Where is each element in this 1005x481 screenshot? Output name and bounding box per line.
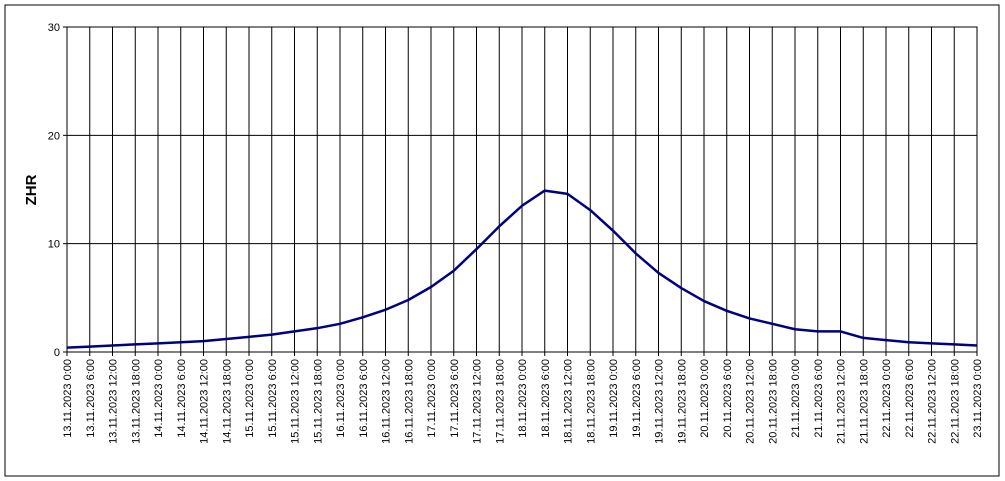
x-tick-label: 21.11.2023 6:00 bbox=[813, 359, 825, 438]
x-tick-label: 21.11.2023 12:00 bbox=[836, 359, 848, 444]
y-tick-label: 10 bbox=[48, 239, 60, 251]
x-tick-label: 16.11.2023 18:00 bbox=[403, 359, 415, 444]
x-tick-label: 15.11.2023 18:00 bbox=[312, 359, 324, 444]
y-tick-label: 20 bbox=[48, 130, 60, 142]
x-tick-label: 22.11.2023 6:00 bbox=[904, 359, 916, 438]
x-tick-label: 14.11.2023 0:00 bbox=[153, 359, 165, 438]
x-tick-label: 19.11.2023 0:00 bbox=[608, 359, 620, 438]
x-tick-label: 17.11.2023 6:00 bbox=[449, 359, 461, 438]
x-tick-label: 19.11.2023 12:00 bbox=[654, 359, 666, 444]
x-tick-label: 20.11.2023 6:00 bbox=[722, 359, 734, 438]
x-tick-label: 18.11.2023 12:00 bbox=[563, 359, 575, 444]
x-tick-label: 21.11.2023 0:00 bbox=[790, 359, 802, 438]
x-tick-label: 20.11.2023 0:00 bbox=[699, 359, 711, 438]
x-tick-label: 17.11.2023 0:00 bbox=[426, 359, 438, 438]
x-tick-label: 22.11.2023 18:00 bbox=[949, 359, 961, 444]
x-tick-label: 16.11.2023 6:00 bbox=[358, 359, 370, 438]
y-axis-label: ZHR bbox=[23, 174, 40, 205]
x-tick-label: 16.11.2023 0:00 bbox=[335, 359, 347, 438]
x-tick-label: 15.11.2023 12:00 bbox=[290, 359, 302, 444]
x-tick-label: 18.11.2023 0:00 bbox=[517, 359, 529, 438]
x-tick-label: 23.11.2023 0:00 bbox=[972, 359, 984, 438]
x-tick-label: 13.11.2023 18:00 bbox=[130, 359, 142, 444]
x-tick-label: 18.11.2023 18:00 bbox=[585, 359, 597, 444]
x-tick-label: 14.11.2023 12:00 bbox=[199, 359, 211, 444]
x-tick-label: 14.11.2023 18:00 bbox=[221, 359, 233, 444]
y-tick-label: 0 bbox=[54, 347, 60, 359]
x-tick-label: 19.11.2023 6:00 bbox=[631, 359, 643, 438]
x-tick-label: 16.11.2023 12:00 bbox=[381, 359, 393, 444]
x-tick-label: 14.11.2023 6:00 bbox=[176, 359, 188, 438]
x-tick-label: 15.11.2023 0:00 bbox=[244, 359, 256, 438]
x-tick-label: 13.11.2023 12:00 bbox=[108, 359, 120, 444]
y-tick-label: 30 bbox=[48, 22, 60, 34]
x-tick-label: 20.11.2023 18:00 bbox=[767, 359, 779, 444]
x-tick-label: 20.11.2023 12:00 bbox=[745, 359, 757, 444]
x-tick-label: 13.11.2023 0:00 bbox=[62, 359, 74, 438]
x-tick-label: 13.11.2023 6:00 bbox=[85, 359, 97, 438]
x-tick-label: 19.11.2023 18:00 bbox=[676, 359, 688, 444]
x-tick-label: 22.11.2023 12:00 bbox=[927, 359, 939, 444]
x-tick-label: 15.11.2023 6:00 bbox=[267, 359, 279, 438]
data-line bbox=[66, 189, 978, 349]
x-tick-label: 17.11.2023 18:00 bbox=[494, 359, 506, 444]
x-tick-label: 17.11.2023 12:00 bbox=[472, 359, 484, 444]
x-tick-label: 18.11.2023 6:00 bbox=[540, 359, 552, 438]
x-tick-label: 22.11.2023 0:00 bbox=[881, 359, 893, 438]
x-tick-label: 21.11.2023 18:00 bbox=[858, 359, 870, 444]
